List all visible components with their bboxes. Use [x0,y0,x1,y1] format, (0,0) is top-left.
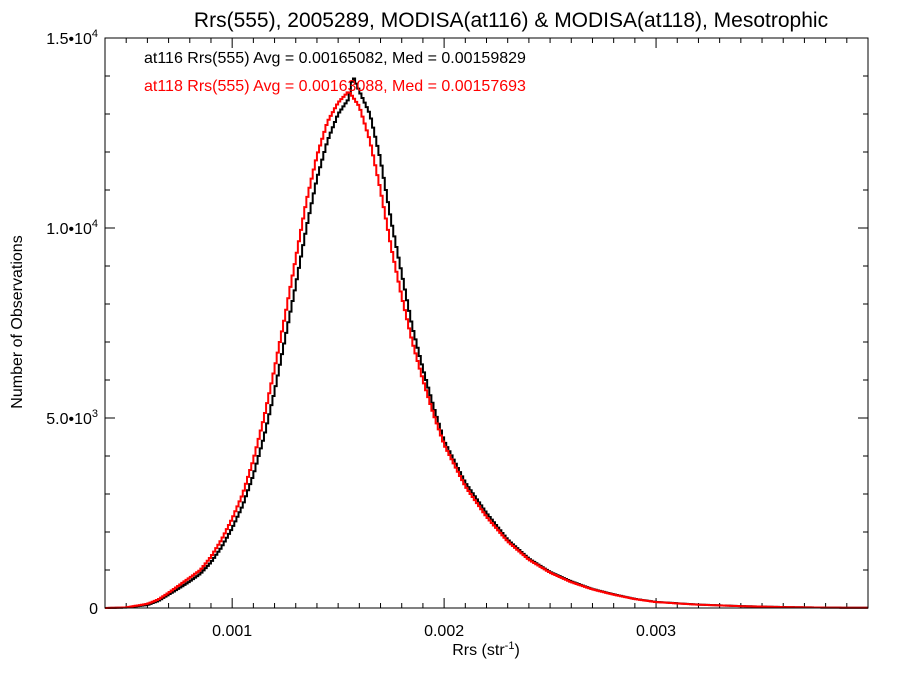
plot-frame [104,37,869,609]
x-tick-label: 0.001 [212,623,252,640]
y-tick-label-exp: 4 [92,218,98,230]
x-axis-label-end: ) [514,642,519,659]
y-tick-label-exp: 4 [92,28,98,40]
x-axis-label-main: Rrs (str [452,642,505,659]
y-tick-label: 1.0•104 [46,218,98,238]
series-layer [105,77,868,609]
x-tick-label: 0.002 [424,623,464,640]
x-tick-labels: 0.001 0.002 0.003 [212,623,676,640]
y-tick-label: 1.5•104 [46,28,98,48]
y-tick-label: 0 [89,601,98,618]
legend-at118: at118 Rrs(555) Avg = 0.00163088, Med = 0… [144,78,526,95]
y-tick-label: 5.0•103 [46,408,98,428]
y-tick-label-exp: 3 [92,408,98,420]
chart-title: Rrs(555), 2005289, MODISA(at116) & MODIS… [194,9,828,32]
x-tick-label: 0.003 [636,623,676,640]
series-line-at118 [105,91,868,609]
y-tick-label-base: 5.0•10 [46,411,92,428]
y-tick-label-base: 1.5•10 [46,31,92,48]
x-axis-label-sup: -1 [505,640,515,652]
y-axis-label: Number of Observations [9,235,26,408]
x-axis-label: Rrs (str-1) [452,640,520,659]
legend-at116: at116 Rrs(555) Avg = 0.00165082, Med = 0… [144,50,526,67]
y-tick-label-base: 1.0•10 [46,221,92,238]
y-tick-label-base: 0 [89,601,98,618]
